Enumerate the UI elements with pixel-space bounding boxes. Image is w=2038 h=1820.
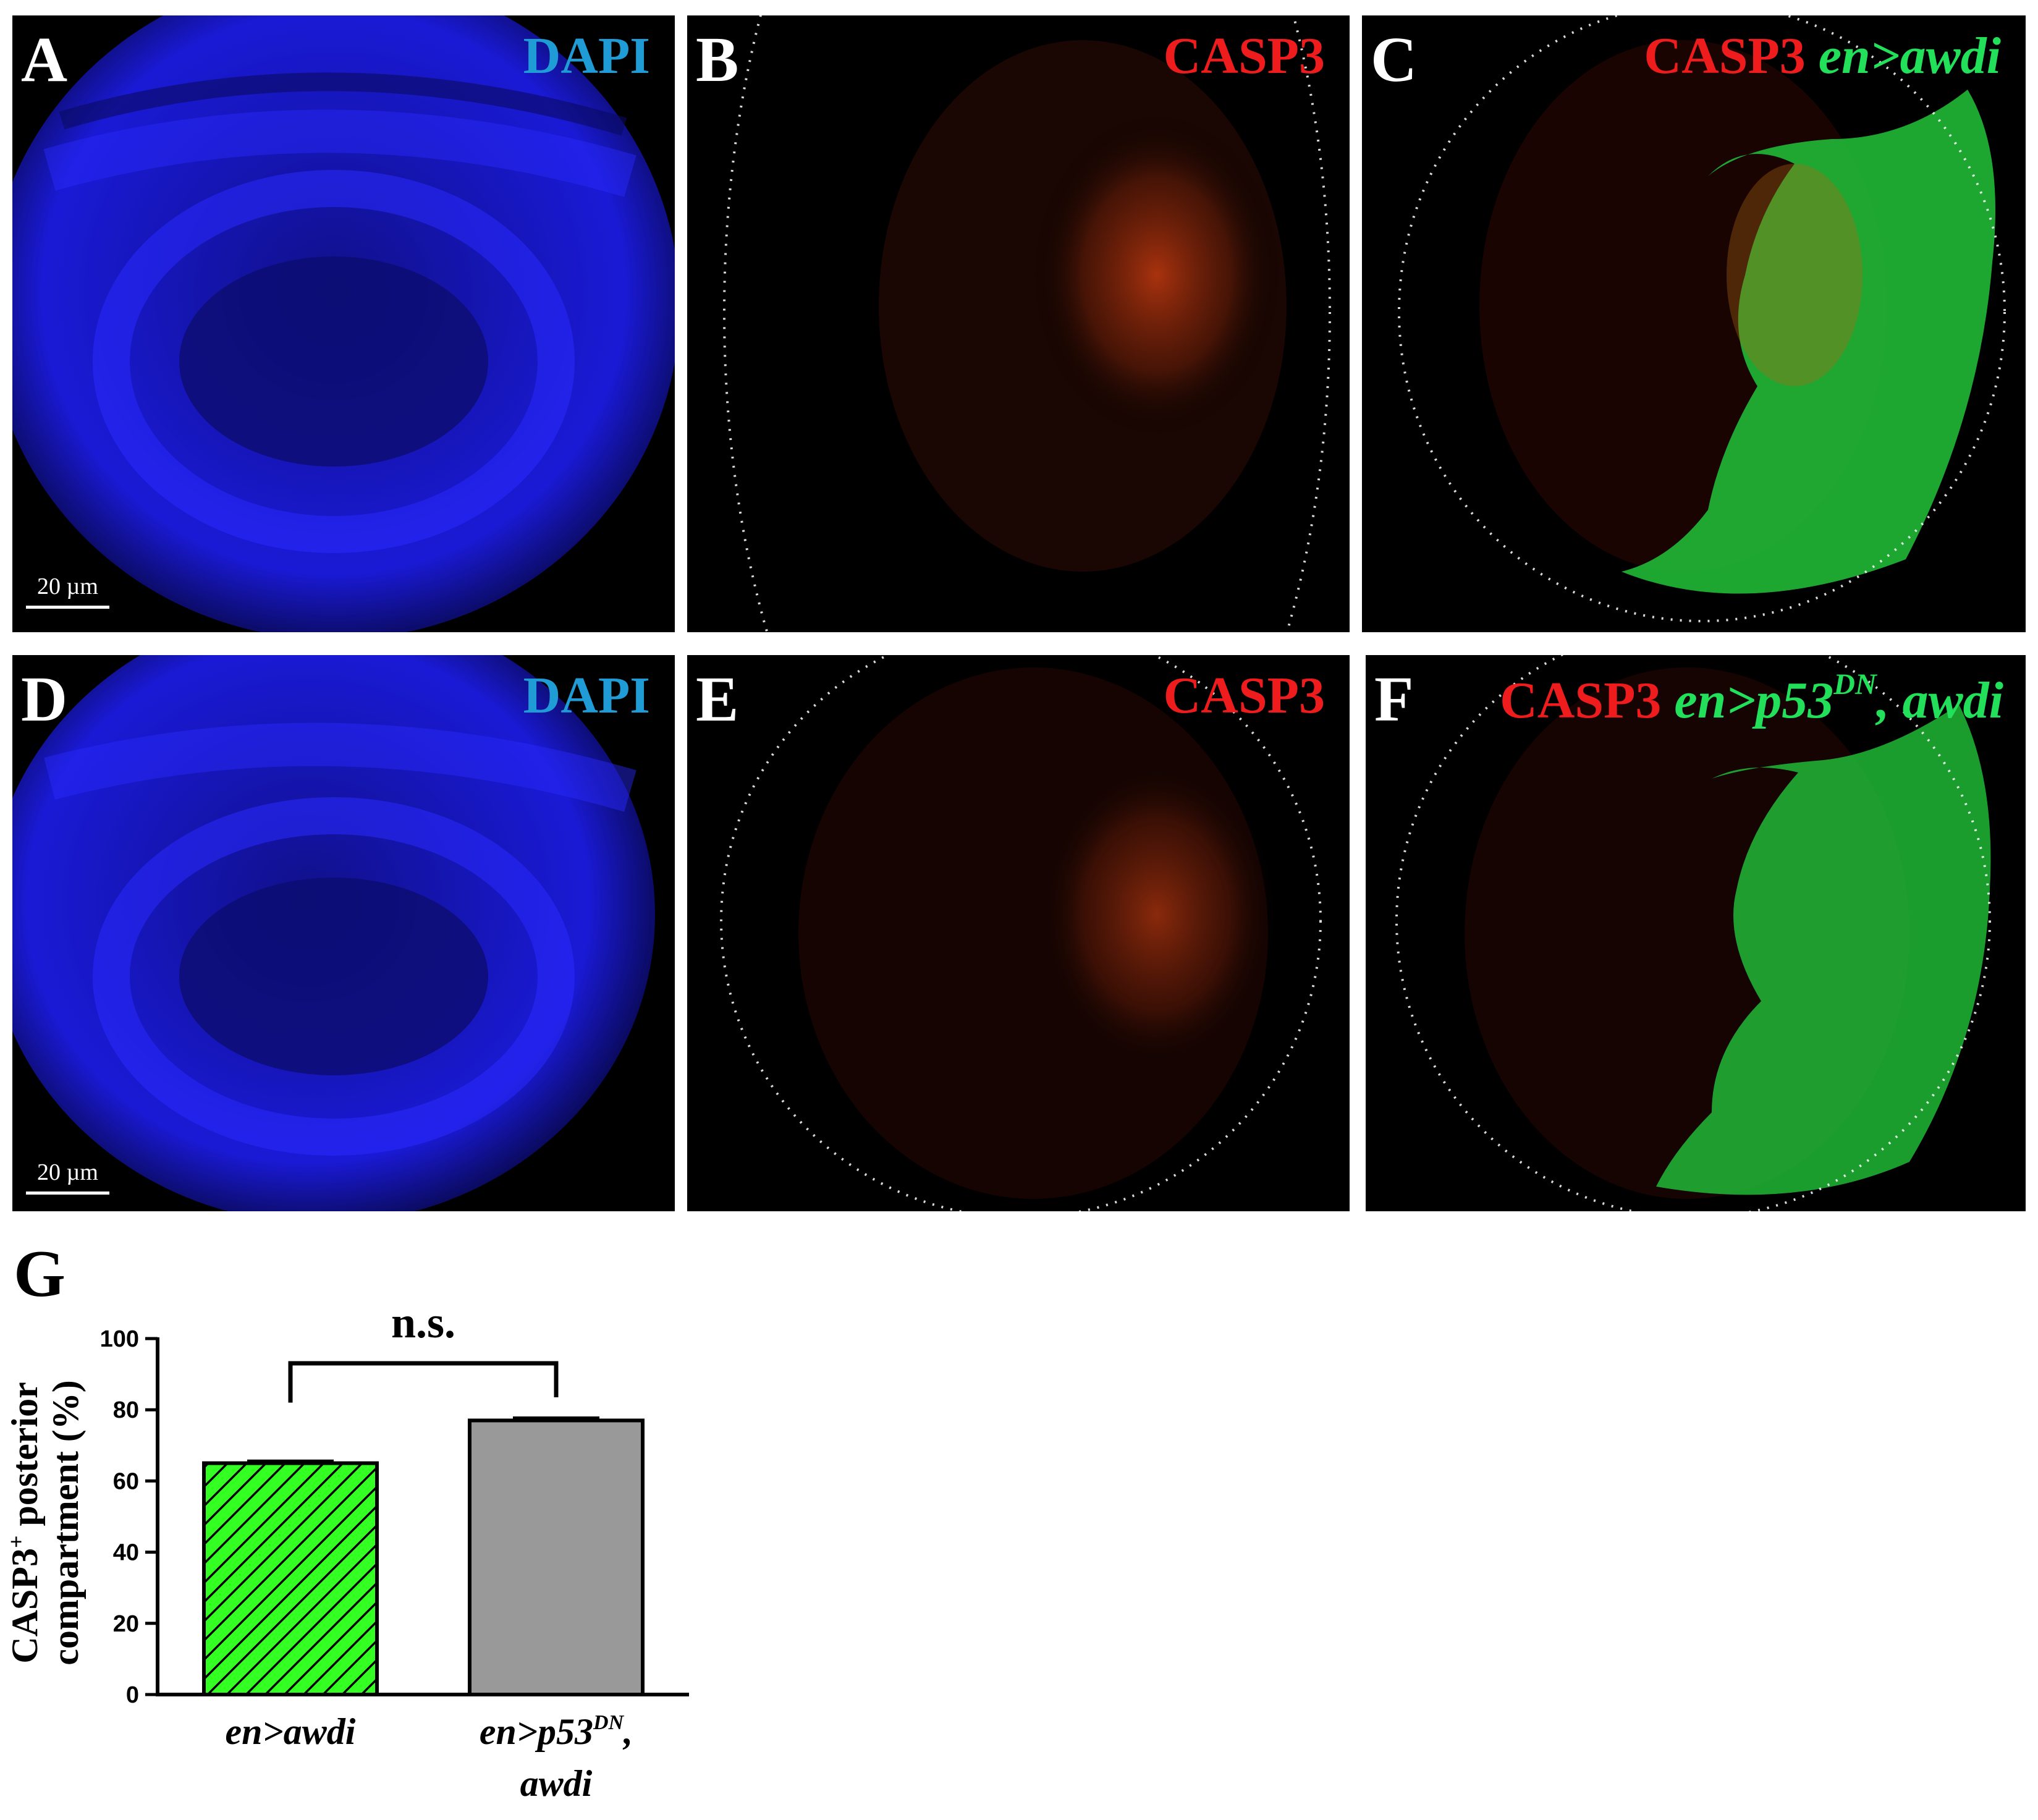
x-tick-label: awdi [520, 1763, 593, 1804]
dapi-wing-disc-image [12, 15, 675, 632]
casp3-wing-disc-image [720, 655, 1322, 1211]
stain-label: DAPI [523, 670, 650, 722]
panel-letter: C [1371, 24, 1418, 95]
casp3-label: CASP3 [1163, 27, 1325, 85]
y-tick-label: 0 [126, 1682, 139, 1708]
scale-bar-label: 20 µm [37, 574, 98, 599]
scale-bar: 20 µm [26, 575, 109, 609]
y-tick-label: 20 [113, 1611, 139, 1637]
genotype-label: en>p53DN, awdi [1674, 670, 2003, 729]
y-axis-label: CASP3+ posterior [4, 1382, 45, 1663]
x-tick-label: en>p53DN, [480, 1711, 633, 1752]
casp3-label: CASP3 [1644, 27, 1806, 85]
y-tick-label: 40 [113, 1540, 139, 1566]
panel-a-dapi: A DAPI 20 µm [12, 15, 675, 632]
significance-bracket [288, 1361, 559, 1403]
genotype-label-superscript: DN [1833, 668, 1877, 701]
significance-label: n.s. [391, 1298, 455, 1347]
panel-f-merge: F CASP3 en>p53DN, awdi [1366, 655, 2026, 1211]
genotype-label-tail: , awdi [1876, 672, 2003, 729]
x-tick-label: en>awdi [226, 1711, 356, 1752]
panel-d-dapi: D DAPI 20 µm [12, 655, 675, 1211]
dapi-label: DAPI [523, 667, 650, 724]
bar-2 [468, 1418, 645, 1696]
bar-1 [202, 1461, 379, 1696]
scale-bar: 20 µm [26, 1161, 109, 1195]
casp3-label: CASP3 [1500, 672, 1662, 729]
scale-bar-line [26, 1191, 109, 1195]
dapi-label: DAPI [523, 27, 650, 85]
stain-label: CASP3 [1164, 30, 1325, 82]
stain-label: CASP3 en>p53DN, awdi [1500, 670, 2003, 727]
stain-label: CASP3 en>awdi [1644, 30, 2001, 82]
panel-b-casp3: B CASP3 [687, 15, 1350, 632]
y-tick-label: 80 [113, 1397, 139, 1423]
dapi-wing-disc-image [12, 655, 655, 1211]
panel-letter: F [1374, 664, 1414, 735]
genotype-label-main: en>p53 [1674, 672, 1834, 729]
panel-letter: B [696, 24, 739, 95]
panel-letter: A [21, 24, 68, 95]
panel-letter: D [21, 664, 68, 735]
y-axis-label: compartment (%) [45, 1380, 86, 1666]
merge-wing-disc-image [1398, 15, 2006, 622]
y-tick-label: 100 [100, 1326, 139, 1352]
panel-letter: E [696, 664, 739, 735]
stain-label: CASP3 [1164, 670, 1325, 722]
scale-bar-label: 20 µm [37, 1159, 98, 1185]
casp3-label: CASP3 [1163, 667, 1325, 724]
stain-label: DAPI [523, 30, 650, 82]
panel-letter: G [14, 1237, 66, 1311]
y-tick-label: 60 [113, 1468, 139, 1494]
scale-bar-line [26, 606, 109, 609]
casp3-wing-disc-image [723, 15, 1331, 632]
panel-c-merge: C CASP3 en>awdi [1362, 15, 2026, 632]
panel-e-casp3: E CASP3 [687, 655, 1350, 1211]
casp3-bar-chart: 0 20 40 60 80 100 CASP3+ posterior compartment … [4, 1298, 689, 1804]
merge-wing-disc-image [1395, 655, 1991, 1211]
genotype-label: en>awdi [1818, 27, 2001, 85]
